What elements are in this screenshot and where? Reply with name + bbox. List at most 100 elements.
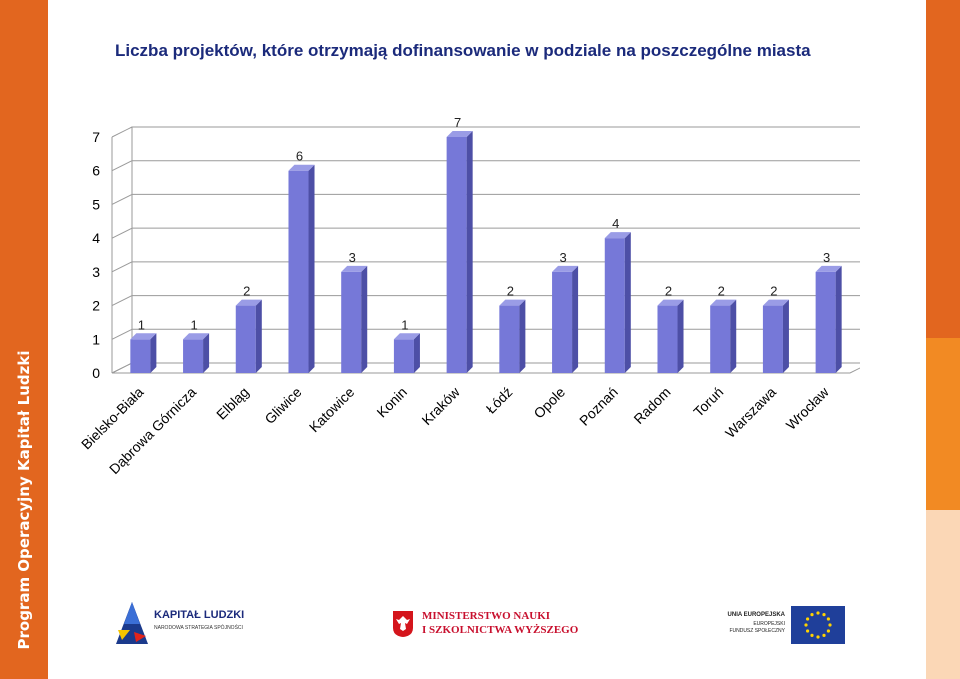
x-tick-label: Toruń [690, 384, 726, 420]
data-label: 6 [296, 149, 303, 164]
x-tick-label: Konin [373, 384, 410, 421]
eu-line-3: FUNDUSZ SPOŁECZNY [729, 628, 785, 634]
kapital-ludzki-emblem-icon [116, 602, 148, 644]
right-band-segment-mid [926, 338, 960, 510]
bar [815, 271, 836, 373]
data-label: 4 [612, 216, 619, 231]
bar-top [235, 299, 262, 306]
bar-side [150, 333, 157, 373]
x-tick-label: Opole [530, 384, 568, 422]
bar-side [413, 333, 420, 373]
bar-top [815, 265, 842, 272]
bar-top [762, 299, 789, 306]
bar-side [519, 299, 526, 373]
right-decor-band [926, 0, 960, 679]
bar [710, 305, 731, 373]
ministry-line-2: I SZKOLNICTWA WYŻSZEGO [422, 624, 579, 636]
bar [762, 305, 783, 373]
bar [657, 305, 678, 373]
data-label: 1 [138, 317, 145, 332]
bar-top [130, 333, 157, 340]
y-tick-label: 1 [92, 331, 100, 347]
eu-logo: UNIA EUROPEJSKA EUROPEJSKI FUNDUSZ SPOŁE… [700, 606, 845, 644]
ministry-line-1: MINISTERSTWO NAUKI [422, 610, 551, 622]
bar-top [446, 131, 473, 137]
bar-side [361, 265, 368, 373]
y-tick-label: 7 [92, 129, 100, 145]
x-tick-label: Gliwice [261, 384, 304, 427]
data-label: 7 [454, 115, 461, 130]
eu-flag-icon [791, 606, 845, 644]
chart-title: Liczba projektów, które otrzymają dofina… [115, 41, 811, 60]
x-tick-label: Kraków [418, 383, 463, 428]
x-tick-label: Elbląg [213, 384, 252, 423]
data-label: 2 [770, 284, 777, 299]
y-tick-label: 3 [92, 264, 100, 280]
kapital-ludzki-logo: KAPITAŁ LUDZKI NARODOWA STRATEGIA SPÓJNO… [112, 600, 262, 646]
data-label: 1 [401, 317, 408, 332]
gridline-depth [111, 295, 133, 307]
chart-floor [111, 362, 860, 374]
x-tick-label: Katowice [306, 384, 358, 436]
bar-top [604, 232, 631, 239]
gridline-depth [111, 261, 133, 273]
bar-top [183, 333, 210, 340]
bar-top [393, 333, 420, 340]
gridline-depth [111, 328, 133, 340]
bar-side [572, 265, 579, 373]
bar-side [782, 299, 789, 373]
gridline-depth [111, 227, 133, 239]
gridline-depth [111, 362, 133, 374]
polish-eagle-emblem-icon [393, 611, 413, 637]
x-tick-label: Poznań [576, 384, 621, 429]
y-tick-label: 6 [92, 163, 100, 179]
bar [341, 271, 362, 373]
bar [552, 271, 573, 373]
data-label: 2 [718, 284, 725, 299]
bar-side [203, 333, 210, 373]
bar-top [499, 299, 526, 306]
right-band-segment-light [926, 510, 960, 679]
x-tick-label: Radom [630, 384, 673, 427]
gridline-depth [111, 193, 133, 205]
x-tick-label: Warszawa [722, 384, 779, 441]
right-band-segment-dark [926, 0, 960, 338]
x-tick-label: Łódź [483, 384, 516, 417]
bar-top [657, 299, 684, 306]
side-program-label: Program Operacyjny Kapitał Ludzki [15, 350, 33, 650]
eu-line-1: UNIA EUROPEJSKA [727, 612, 785, 618]
bar [288, 170, 309, 373]
gridline-depth [111, 160, 133, 172]
bar [604, 238, 625, 373]
data-label: 1 [190, 317, 197, 332]
bar-top [552, 265, 579, 272]
data-label: 2 [665, 284, 672, 299]
y-tick-label: 0 [92, 365, 100, 381]
bar-side [835, 265, 842, 373]
eu-line-2: EUROPEJSKI [753, 621, 785, 627]
bar-side [255, 299, 262, 373]
bar [183, 339, 204, 373]
kapital-ludzki-name: KAPITAŁ LUDZKI [154, 609, 245, 621]
data-label: 2 [243, 284, 250, 299]
kapital-ludzki-subtitle: NARODOWA STRATEGIA SPÓJNOŚCI [154, 625, 243, 631]
bar-side [466, 131, 473, 373]
bar [499, 305, 520, 373]
left-sidebar-band: Program Operacyjny Kapitał Ludzki [0, 0, 48, 679]
gridline-depth [111, 126, 133, 138]
data-label: 3 [349, 250, 356, 265]
data-label: 3 [559, 250, 566, 265]
bar [130, 339, 151, 373]
x-tick-label: Wrocław [783, 383, 833, 433]
bar-side [624, 232, 631, 373]
bar [393, 339, 414, 373]
y-tick-label: 5 [92, 196, 100, 212]
bar-side [730, 299, 737, 373]
bar [446, 137, 467, 373]
y-tick-label: 4 [92, 230, 100, 246]
data-label: 2 [507, 284, 514, 299]
bar-side [677, 299, 684, 373]
bar-top [288, 164, 315, 171]
y-tick-label: 2 [92, 298, 100, 314]
